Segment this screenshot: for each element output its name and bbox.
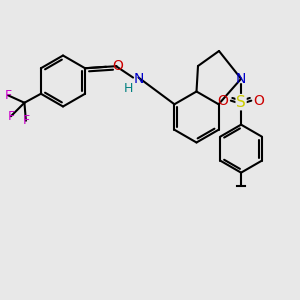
Text: F: F (4, 89, 11, 102)
Text: H: H (124, 82, 133, 95)
Text: S: S (236, 95, 246, 110)
Text: F: F (8, 110, 14, 123)
Text: O: O (218, 94, 229, 108)
Text: N: N (236, 72, 246, 86)
Text: O: O (112, 59, 124, 73)
Text: O: O (254, 94, 265, 108)
Text: N: N (133, 72, 144, 86)
Text: F: F (22, 114, 29, 127)
